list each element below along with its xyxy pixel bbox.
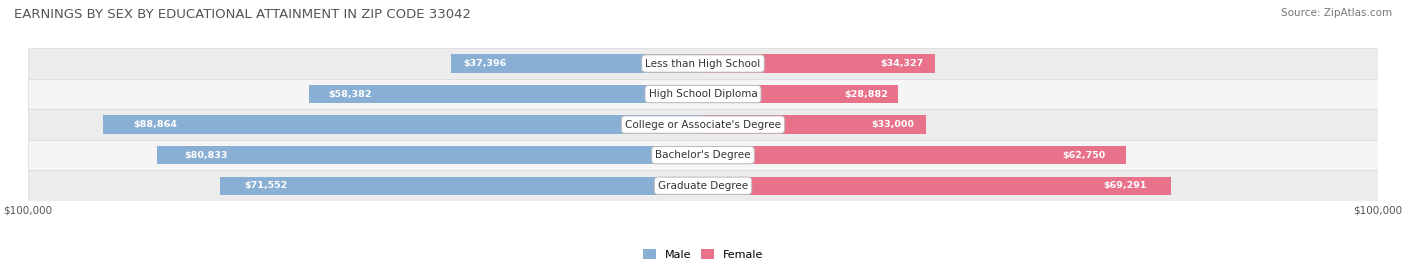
Bar <box>103 116 703 134</box>
Text: $71,552: $71,552 <box>245 181 287 190</box>
Text: $33,000: $33,000 <box>872 120 914 129</box>
Text: EARNINGS BY SEX BY EDUCATIONAL ATTAINMENT IN ZIP CODE 33042: EARNINGS BY SEX BY EDUCATIONAL ATTAINMEN… <box>14 8 471 21</box>
Bar <box>703 116 925 134</box>
Bar <box>703 85 898 103</box>
Text: Less than High School: Less than High School <box>645 58 761 69</box>
Text: $28,882: $28,882 <box>844 90 889 99</box>
Text: $58,382: $58,382 <box>329 90 373 99</box>
Bar <box>28 140 1378 170</box>
Bar <box>28 48 1378 79</box>
Bar <box>28 109 1378 140</box>
Text: $37,396: $37,396 <box>463 59 506 68</box>
Bar <box>450 54 703 73</box>
Bar <box>28 170 1378 201</box>
Bar <box>703 146 1126 164</box>
Bar <box>157 146 703 164</box>
Text: $34,327: $34,327 <box>880 59 924 68</box>
Bar <box>703 54 935 73</box>
Text: $62,750: $62,750 <box>1062 151 1105 160</box>
Text: $69,291: $69,291 <box>1104 181 1147 190</box>
Text: $80,833: $80,833 <box>184 151 228 160</box>
Bar <box>28 79 1378 109</box>
Text: College or Associate's Degree: College or Associate's Degree <box>626 120 780 130</box>
Text: Source: ZipAtlas.com: Source: ZipAtlas.com <box>1281 8 1392 18</box>
Bar <box>309 85 703 103</box>
Text: High School Diploma: High School Diploma <box>648 89 758 99</box>
Legend: Male, Female: Male, Female <box>638 245 768 264</box>
Bar <box>221 177 703 195</box>
Text: Graduate Degree: Graduate Degree <box>658 181 748 191</box>
Bar <box>703 177 1171 195</box>
Text: Bachelor's Degree: Bachelor's Degree <box>655 150 751 160</box>
Text: $88,864: $88,864 <box>134 120 177 129</box>
